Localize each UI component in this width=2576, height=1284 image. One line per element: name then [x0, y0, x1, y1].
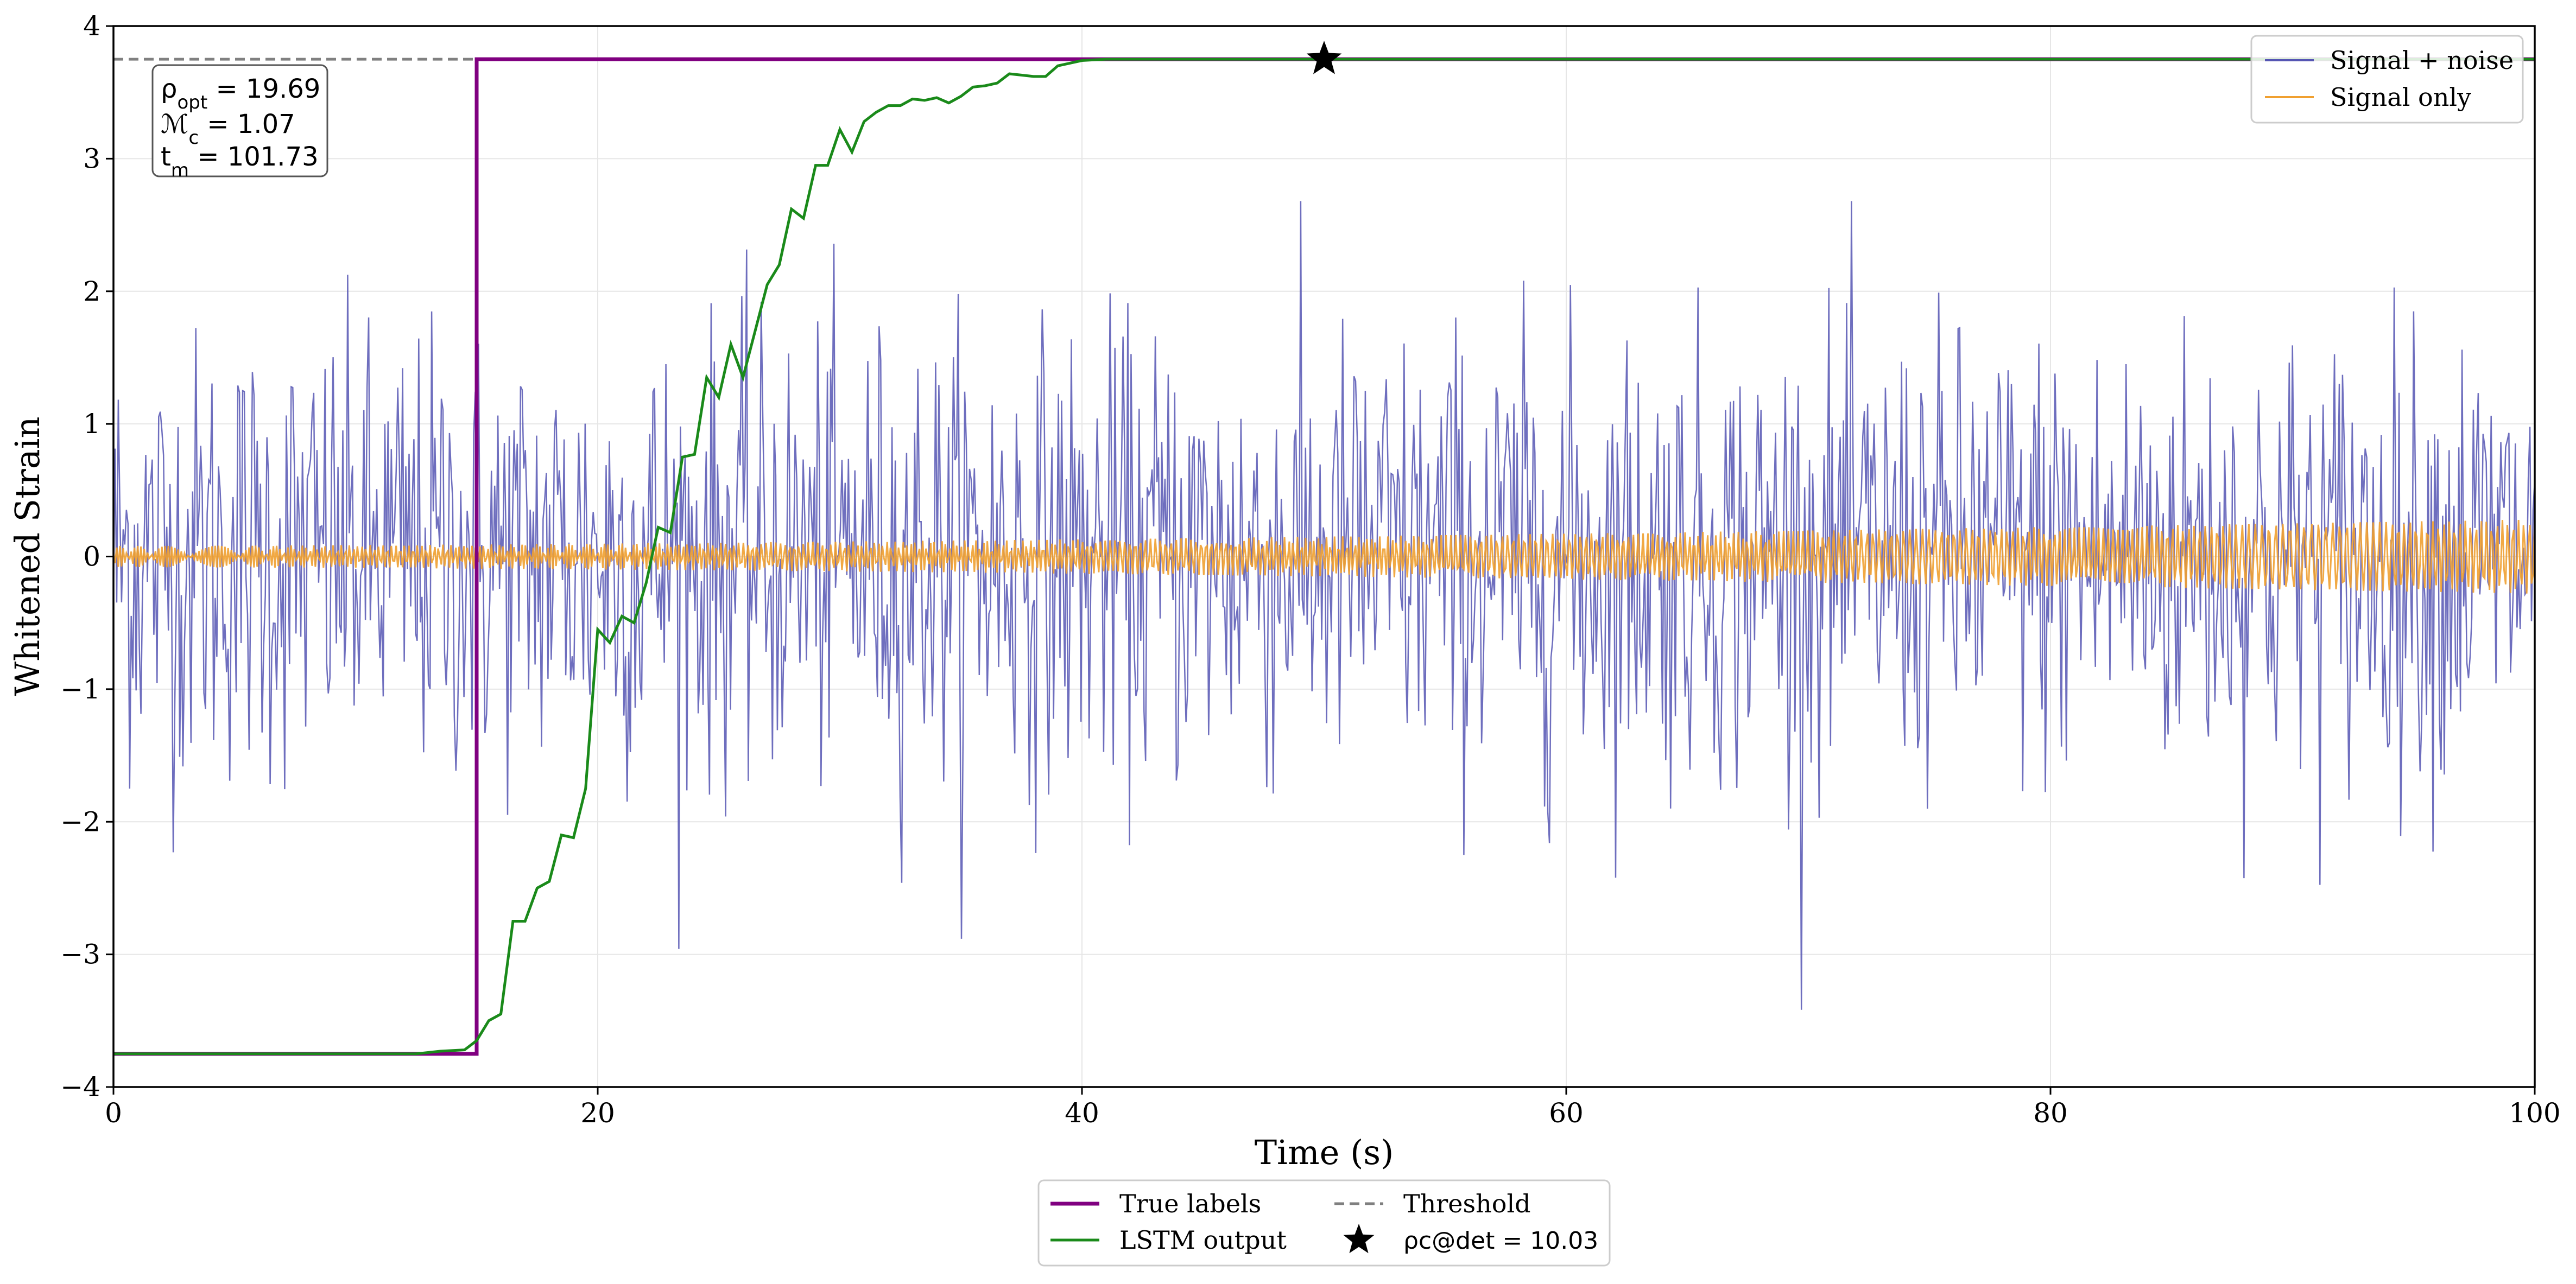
annotation-rho-opt: ρopt = 19.69 — [161, 74, 320, 113]
legend-lower: True labels LSTM output Threshold ρc@det… — [1037, 1179, 1611, 1267]
legend-star-icon — [1343, 1224, 1375, 1254]
y-tick-label: 3 — [83, 143, 100, 174]
legend-label-lstm-output: LSTM output — [1119, 1225, 1287, 1255]
legend-label-signal-only: Signal only — [2330, 82, 2471, 112]
y-tick-label: −2 — [60, 806, 100, 837]
x-tick-label: 40 — [1065, 1097, 1099, 1129]
y-tick-label: 2 — [83, 276, 100, 307]
annotation-chirp-mass: ℳc = 1.07 — [161, 109, 295, 149]
x-tick-label: 100 — [2509, 1097, 2560, 1129]
legend-label-true-labels: True labels — [1119, 1189, 1261, 1218]
y-axis-label: Whitened Strain — [8, 417, 47, 696]
y-tick-label: 4 — [83, 10, 100, 42]
y-axis-ticks: −4 −3 −2 −1 0 1 2 3 4 — [60, 10, 113, 1103]
x-tick-label: 60 — [1549, 1097, 1584, 1129]
signal-plus-noise-line — [113, 201, 2535, 1010]
x-tick-label: 20 — [580, 1097, 615, 1129]
detection-star-marker — [1306, 41, 1342, 74]
legend-label-detection: ρc@det = 10.03 — [1403, 1227, 1598, 1255]
lstm-output-line — [113, 58, 2535, 1056]
legend-label-signal-noise: Signal + noise — [2330, 46, 2514, 75]
y-tick-label: −1 — [60, 673, 100, 705]
legend-label-threshold: Threshold — [1403, 1189, 1531, 1218]
x-axis-label: Time (s) — [1255, 1133, 1394, 1172]
signal-only-line — [113, 520, 2535, 594]
annotation-tm: tm = 101.73 — [161, 142, 319, 181]
legend-upper: Signal + noise Signal only — [2250, 35, 2524, 124]
y-tick-label: −3 — [60, 939, 100, 970]
x-axis-ticks: 0 20 40 60 80 100 — [105, 1087, 2561, 1129]
y-tick-label: 0 — [83, 541, 100, 573]
x-tick-label: 0 — [105, 1097, 122, 1129]
parameter-annotation: ρopt = 19.69 ℳc = 1.07 tm = 101.73 — [151, 64, 328, 181]
x-tick-label: 80 — [2033, 1097, 2068, 1129]
y-tick-label: 1 — [83, 408, 100, 440]
y-tick-label: −4 — [60, 1071, 100, 1103]
